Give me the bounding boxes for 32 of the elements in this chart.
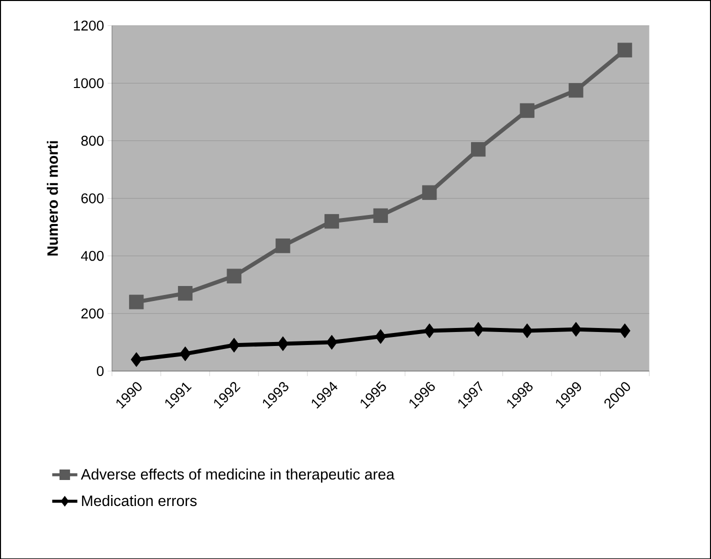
y-tick-label: 600: [81, 193, 104, 204]
y-tick-label: 0: [96, 366, 104, 376]
point: [324, 214, 340, 228]
point: [520, 103, 534, 118]
y-tick-label: 1000: [74, 78, 104, 88]
point: [326, 334, 338, 350]
y-tick-label: 800: [81, 136, 104, 146]
point: [570, 322, 582, 336]
point: [277, 336, 288, 351]
y-tick-label: 200: [81, 308, 104, 318]
point: [618, 42, 632, 58]
point: [422, 185, 437, 200]
point: [472, 322, 484, 336]
point: [178, 286, 193, 300]
point: [228, 338, 240, 352]
y-axis-title: Numero di morti: [46, 141, 58, 256]
point: [568, 82, 584, 98]
y-tick-label: 1200: [74, 20, 104, 30]
y-tick-label: 400: [81, 250, 104, 261]
point: [180, 346, 191, 361]
point: [375, 329, 386, 344]
point: [522, 323, 533, 338]
point: [129, 294, 144, 310]
point: [226, 268, 242, 284]
legend-label: Medication errors: [82, 494, 197, 506]
point: [276, 238, 290, 253]
point: [424, 323, 435, 338]
legend-label: Adverse effects of medicine in therapeutic area: [80, 468, 395, 482]
point: [471, 142, 486, 157]
point: [619, 323, 630, 338]
point: [130, 352, 142, 367]
point: [373, 208, 388, 223]
